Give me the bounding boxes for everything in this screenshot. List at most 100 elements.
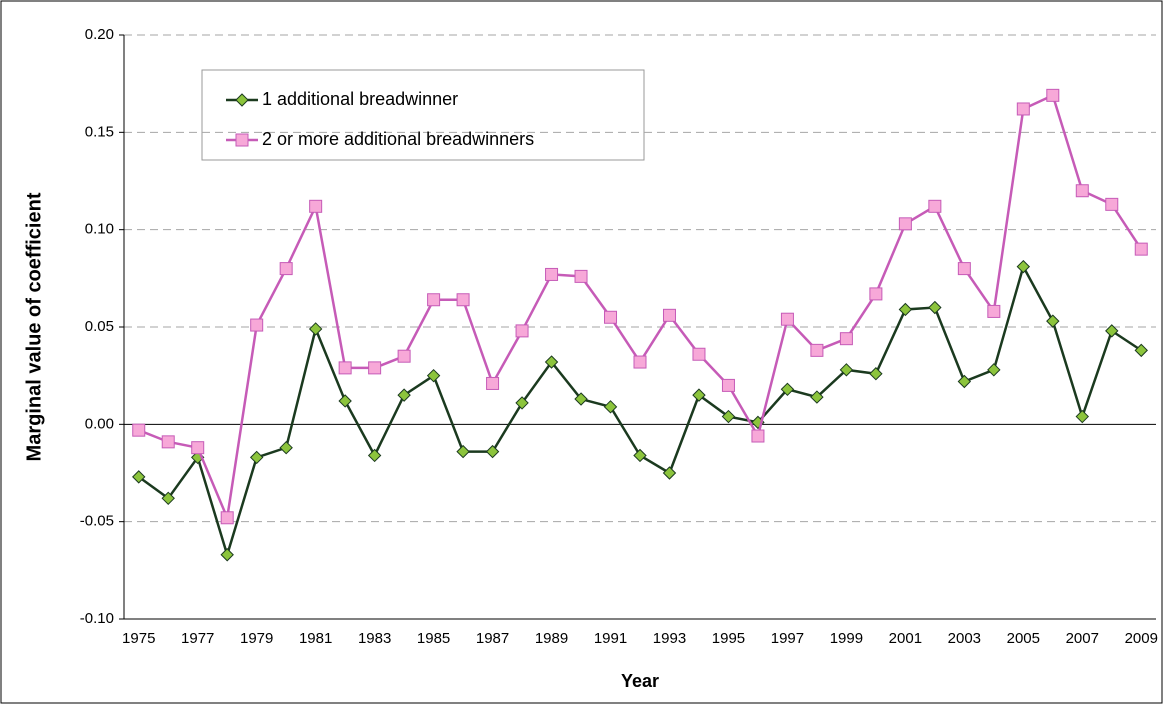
data-point	[810, 343, 824, 357]
x-tick-label: 2009	[1125, 630, 1158, 647]
data-point	[161, 491, 175, 506]
data-point	[633, 355, 647, 369]
x-tick-label: 2001	[889, 630, 922, 647]
data-point	[367, 448, 382, 463]
data-point	[191, 441, 205, 455]
data-point	[604, 310, 618, 324]
data-point	[1046, 88, 1060, 102]
data-point	[220, 511, 234, 525]
data-point	[220, 548, 234, 562]
data-point	[633, 448, 647, 463]
data-point	[957, 374, 972, 389]
data-point	[1046, 314, 1060, 328]
x-tick-label: 1977	[181, 630, 214, 647]
data-point	[250, 318, 264, 332]
x-tick-label: 1995	[712, 630, 745, 647]
data-point	[309, 199, 323, 213]
data-point	[692, 388, 706, 402]
legend-box	[201, 69, 645, 161]
data-point	[928, 199, 942, 213]
data-point	[839, 363, 854, 377]
y-tick-label: 0.15	[85, 123, 114, 140]
x-tick-label: 1989	[535, 630, 568, 647]
data-point	[1075, 184, 1089, 198]
data-point	[397, 388, 411, 402]
data-point	[603, 400, 618, 414]
data-point	[338, 394, 352, 408]
data-point	[1105, 324, 1119, 338]
data-point	[338, 361, 352, 375]
data-point	[869, 367, 883, 381]
y-axis-title: Marginal value of coefficient	[23, 192, 45, 461]
data-point	[987, 363, 1001, 377]
legend-swatch-marker	[235, 93, 249, 107]
y-tick-label: 0.05	[85, 318, 114, 335]
data-point	[662, 308, 676, 322]
data-point	[810, 390, 824, 404]
x-tick-label: 2003	[948, 630, 981, 647]
data-point	[1105, 197, 1119, 211]
x-tick-label: 1975	[122, 630, 155, 647]
data-point	[161, 435, 175, 449]
y-tick-label: 0.10	[85, 221, 114, 238]
data-point	[898, 302, 913, 317]
x-tick-label: 1993	[653, 630, 686, 647]
data-point	[456, 293, 470, 307]
data-point	[308, 322, 323, 336]
data-point	[928, 300, 942, 315]
data-point	[515, 324, 529, 338]
y-tick-label: 0.20	[85, 26, 114, 43]
data-point	[692, 347, 706, 361]
y-tick-label: -0.05	[80, 513, 114, 530]
data-point	[721, 409, 736, 424]
x-tick-label: 1987	[476, 630, 509, 647]
data-point	[1134, 343, 1148, 358]
legend-label: 2 or more additional breadwinners	[262, 129, 534, 149]
data-point	[957, 262, 971, 276]
x-tick-label: 1999	[830, 630, 863, 647]
data-point	[1016, 102, 1030, 116]
data-point	[574, 392, 588, 406]
data-point	[721, 378, 735, 392]
y-tick-label: -0.10	[80, 610, 114, 627]
data-point	[485, 444, 500, 459]
data-point	[869, 287, 883, 301]
data-point	[780, 312, 794, 326]
x-axis-title: Year	[621, 671, 659, 691]
data-point	[515, 396, 529, 410]
data-point	[544, 355, 559, 369]
data-point	[279, 440, 293, 455]
data-point	[780, 382, 795, 397]
data-point	[486, 376, 500, 390]
x-tick-label: 2007	[1066, 630, 1099, 647]
data-point	[397, 349, 411, 363]
x-tick-label: 1991	[594, 630, 627, 647]
data-point	[427, 293, 441, 307]
x-tick-label: 1981	[299, 630, 332, 647]
data-point	[1075, 409, 1089, 424]
data-point	[132, 423, 146, 437]
y-tick-label: 0.00	[85, 415, 114, 432]
data-point	[132, 470, 146, 484]
data-point	[662, 466, 677, 480]
data-point	[987, 304, 1001, 318]
data-point	[368, 361, 382, 375]
legend-swatch-marker	[235, 133, 249, 147]
data-point	[1016, 259, 1031, 274]
data-point	[574, 269, 588, 283]
x-tick-label: 1985	[417, 630, 450, 647]
data-point	[751, 429, 765, 443]
data-point	[1134, 242, 1148, 256]
data-point	[426, 368, 441, 383]
data-point	[279, 262, 293, 276]
x-tick-label: 2005	[1007, 630, 1040, 647]
legend-label: 1 additional breadwinner	[262, 89, 458, 109]
data-point	[545, 267, 559, 281]
data-point	[249, 450, 264, 465]
x-tick-label: 1979	[240, 630, 273, 647]
x-tick-label: 1997	[771, 630, 804, 647]
data-point	[839, 332, 853, 346]
data-point	[898, 217, 912, 231]
data-point	[456, 444, 470, 459]
